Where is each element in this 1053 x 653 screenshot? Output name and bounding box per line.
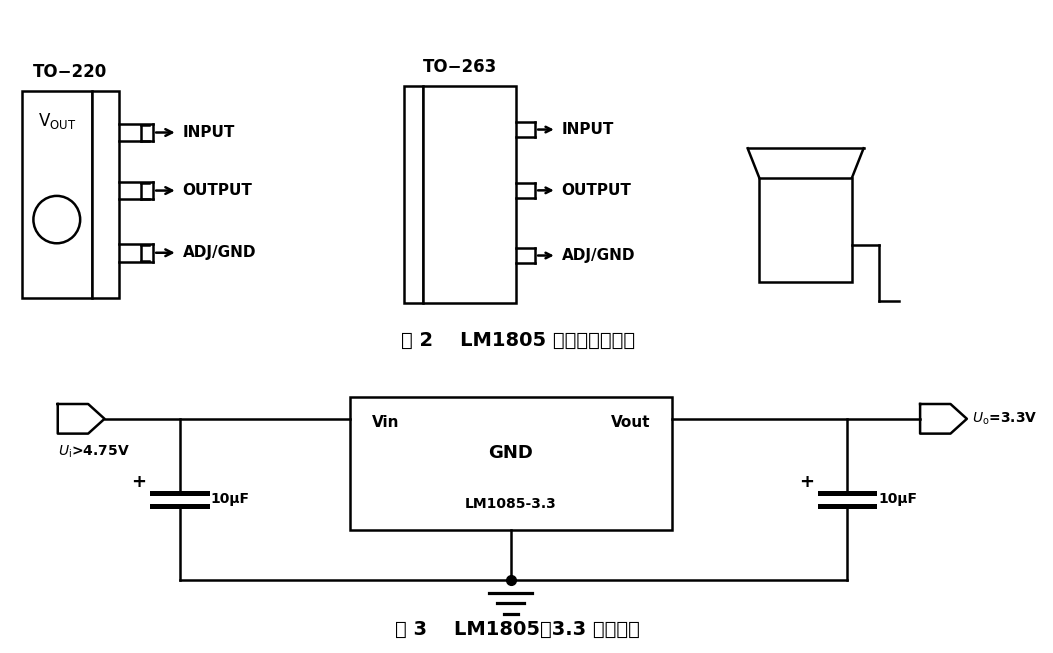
Text: $U_{\mathrm{i}}$>4.75V: $U_{\mathrm{i}}$>4.75V xyxy=(58,443,130,460)
Text: OUTPUT: OUTPUT xyxy=(182,183,253,198)
Text: TO−220: TO−220 xyxy=(34,63,107,81)
Bar xyxy=(423,86,516,303)
Text: GND: GND xyxy=(489,444,533,462)
Text: 图 2    LM1805 封装形式和引脚: 图 2 LM1805 封装形式和引脚 xyxy=(400,331,635,350)
Circle shape xyxy=(34,196,80,244)
Text: Vin: Vin xyxy=(372,415,399,430)
Bar xyxy=(22,91,92,298)
Text: +: + xyxy=(799,473,814,491)
Bar xyxy=(92,91,119,298)
Text: 10μF: 10μF xyxy=(211,492,250,506)
Text: INPUT: INPUT xyxy=(561,122,614,137)
Bar xyxy=(350,397,672,530)
Text: LM1085-3.3: LM1085-3.3 xyxy=(465,497,557,511)
Text: ADJ/GND: ADJ/GND xyxy=(561,248,635,263)
Text: $U_{\mathrm{o}}$=3.3V: $U_{\mathrm{o}}$=3.3V xyxy=(972,411,1037,427)
Text: ADJ/GND: ADJ/GND xyxy=(182,246,256,261)
Text: 10μF: 10μF xyxy=(878,492,917,506)
Text: $\mathregular{V_{OUT}}$: $\mathregular{V_{OUT}}$ xyxy=(38,110,76,131)
Bar xyxy=(403,86,423,303)
Text: TO−263: TO−263 xyxy=(422,58,497,76)
Text: +: + xyxy=(132,473,146,491)
Text: Vout: Vout xyxy=(611,415,650,430)
Text: INPUT: INPUT xyxy=(182,125,235,140)
Text: OUTPUT: OUTPUT xyxy=(561,183,632,198)
Bar xyxy=(759,178,852,281)
Text: 图 3    LM1805－3.3 固定输出: 图 3 LM1805－3.3 固定输出 xyxy=(395,620,640,639)
